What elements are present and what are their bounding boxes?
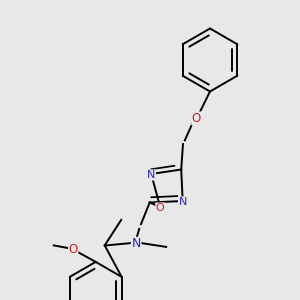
Text: O: O xyxy=(156,203,165,213)
Text: N: N xyxy=(131,237,141,250)
Text: N: N xyxy=(147,170,155,180)
Text: O: O xyxy=(192,112,201,125)
Text: N: N xyxy=(178,197,187,207)
Text: O: O xyxy=(69,243,78,256)
